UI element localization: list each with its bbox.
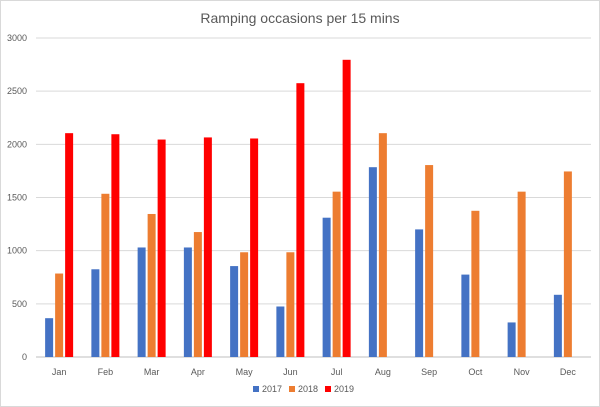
bar-2019-Jan	[65, 133, 74, 357]
legend-label: 2019	[334, 384, 354, 394]
bars	[45, 59, 572, 358]
x-tick-label: Dec	[560, 367, 577, 377]
bar-2017-Oct	[461, 274, 470, 357]
x-tick-label: Jul	[331, 367, 343, 377]
bar-2017-Dec	[553, 294, 562, 357]
x-tick-label: Aug	[375, 367, 391, 377]
bar-2017-Jun	[276, 306, 285, 357]
bar-2019-Mar	[157, 139, 166, 357]
y-tick-label: 1000	[7, 246, 27, 256]
bar-2018-Dec	[563, 171, 572, 357]
bar-2019-Jul	[342, 59, 351, 357]
x-tick-label: Nov	[514, 367, 531, 377]
bar-2017-May	[230, 266, 239, 357]
legend-label: 2017	[262, 384, 282, 394]
bar-2018-May	[240, 252, 249, 357]
y-tick-label: 2500	[7, 86, 27, 96]
bar-2017-Aug	[368, 167, 377, 357]
x-tick-label: Sep	[421, 367, 437, 377]
legend-swatch	[253, 386, 259, 392]
legend-label: 2018	[298, 384, 318, 394]
x-tick-label: Jan	[52, 367, 67, 377]
chart-title: Ramping occasions per 15 mins	[200, 10, 399, 26]
y-tick-label: 0	[22, 352, 27, 362]
x-tick-label: Oct	[468, 367, 483, 377]
y-axis-ticks: 0 500 1000 1500 2000 2500 3000	[7, 33, 27, 362]
bar-2018-Jan	[55, 273, 64, 357]
bar-2018-Apr	[193, 232, 202, 357]
bar-2018-Sep	[425, 165, 434, 357]
bar-2018-Jul	[332, 191, 341, 357]
bar-2017-Sep	[415, 229, 424, 357]
bar-2018-Jun	[286, 252, 295, 357]
bar-2017-Jul	[322, 217, 331, 357]
legend: 2017 2018 2019	[253, 384, 354, 394]
x-tick-label: Mar	[144, 367, 160, 377]
bar-2019-May	[250, 138, 259, 357]
gridlines	[36, 37, 591, 358]
bar-2017-Feb	[91, 269, 100, 357]
x-tick-label: Feb	[98, 367, 114, 377]
bar-2017-Apr	[183, 247, 192, 357]
bar-2018-Oct	[471, 210, 480, 357]
y-tick-label: 3000	[7, 33, 27, 43]
bar-2018-Aug	[378, 133, 387, 357]
x-tick-label: Jun	[283, 367, 298, 377]
bar-2019-Jun	[296, 83, 305, 358]
x-tick-label: May	[236, 367, 254, 377]
bar-2017-Jan	[45, 318, 54, 357]
legend-swatch	[325, 386, 331, 392]
x-axis-ticks: Jan Feb Mar Apr May Jun Jul Aug Sep Oct Nov Dec	[52, 367, 577, 377]
bar-2018-Feb	[101, 193, 110, 357]
bar-2018-Nov	[517, 191, 526, 357]
y-tick-label: 2000	[7, 139, 27, 149]
bar-2018-Mar	[147, 213, 156, 357]
bar-2019-Feb	[111, 134, 120, 357]
x-tick-label: Apr	[191, 367, 205, 377]
legend-swatch	[289, 386, 295, 392]
bar-2019-Apr	[203, 137, 212, 357]
bar-2017-Nov	[507, 322, 516, 357]
y-tick-label: 500	[12, 299, 27, 309]
bar-2017-Mar	[137, 247, 146, 357]
y-tick-label: 1500	[7, 193, 27, 203]
